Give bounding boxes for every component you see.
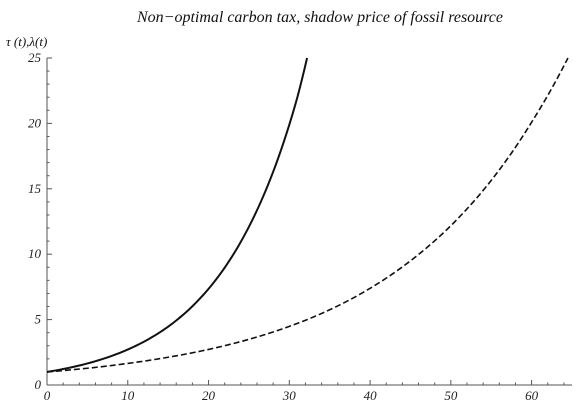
x-tick-label: 0 [44,388,51,403]
series-line-dashed [46,57,569,373]
series-line-solid [46,57,309,373]
y-tick-label: 5 [35,312,42,327]
y-tick-label: 10 [28,246,42,261]
y-tick-label: 0 [35,377,42,392]
y-tick-label: 20 [28,115,42,130]
x-tick-label: 10 [121,388,135,403]
x-tick-label: 40 [364,388,378,403]
y-tick-label: 15 [28,181,42,196]
y-tick-label: 25 [28,50,42,65]
series-layer [46,57,569,373]
axes: 0 10 20 30 40 50 60 0 5 10 15 20 25 [28,50,572,403]
chart-title: Non−optimal carbon tax, shadow price of … [136,9,503,26]
x-tick-label: 20 [202,388,216,403]
x-tick-label: 30 [282,388,297,403]
x-tick-label: 50 [444,388,458,403]
x-tick-label: 60 [525,388,539,403]
y-axis-label: τ (t),λ(t) [6,34,47,49]
